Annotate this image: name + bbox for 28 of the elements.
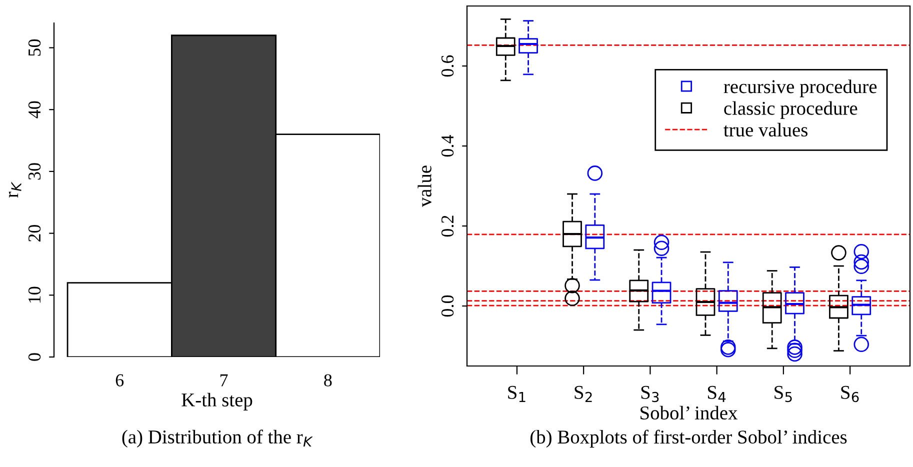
x-tick-label: S$_{4}$ [708,386,726,402]
x-tick-label: S$_{5}$ [774,386,792,402]
x-axis-title: K-th step [182,392,252,410]
legend-label: true values [724,122,808,137]
y-tick-label: 40 [28,101,41,118]
legend-label: recursive procedure [724,80,877,98]
y-tick-label: 0.0 [441,295,454,317]
text: (b) Boxplots of first-order Sobol’ indices [530,430,847,448]
y-axis-title: value [418,166,432,208]
x-tick-label: 7 [220,374,228,386]
y-tick-label: 30 [28,163,41,180]
x-axis-title: Sobol’ index [640,406,738,420]
x-tick-label: 6 [116,374,124,386]
x-tick-label: S$_{2}$ [574,386,592,402]
y-axis-title: r$_{K}$ [8,182,22,198]
x-tick-label: S$_{6}$ [841,386,859,402]
y-tick-label: 0.6 [441,55,454,77]
x-tick-label: 8 [324,374,332,386]
y-tick-label: 0.2 [441,216,454,237]
legend-label: classic procedure [724,101,858,119]
y-tick-label: 50 [28,39,41,56]
y-tick-label: 10 [28,286,41,303]
y-tick-label: 0 [28,353,41,361]
text: (a) Distribution of the r$_{K}$ [122,430,313,448]
y-tick-label: 20 [28,224,41,242]
x-tick-label: S$_{3}$ [641,386,659,402]
x-tick-label: S$_{1}$ [508,386,526,402]
y-tick-label: 0.4 [441,134,454,157]
